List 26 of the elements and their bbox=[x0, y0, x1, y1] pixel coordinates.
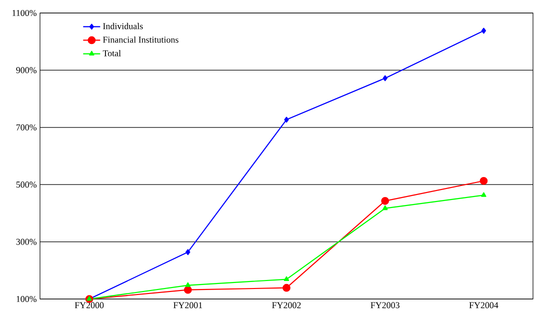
point bbox=[382, 75, 388, 82]
point bbox=[381, 196, 390, 205]
x-tick-label: FY2004 bbox=[469, 302, 498, 308]
y-tick-label: 500% bbox=[16, 182, 37, 188]
y-tick-label: 1100% bbox=[12, 10, 37, 16]
legend-label: Financial Institutions bbox=[102, 36, 178, 43]
x-tick-label: FY2000 bbox=[74, 302, 104, 308]
y-tick-label: 100% bbox=[16, 296, 37, 302]
point bbox=[382, 205, 388, 210]
x-tick-label: FY2003 bbox=[370, 302, 400, 308]
x-tick-label: FY2001 bbox=[173, 302, 202, 308]
point bbox=[282, 284, 290, 292]
point bbox=[186, 249, 190, 256]
point bbox=[480, 176, 488, 185]
x-tick-label: FY2002 bbox=[272, 302, 301, 308]
point bbox=[184, 286, 192, 294]
point bbox=[185, 282, 191, 288]
point bbox=[284, 276, 290, 282]
point bbox=[481, 192, 486, 197]
legend-label: Total bbox=[102, 50, 121, 56]
y-tick-label: 700% bbox=[16, 124, 37, 130]
point bbox=[284, 116, 289, 123]
point bbox=[481, 28, 486, 34]
legend-label: Individuals bbox=[103, 22, 143, 30]
y-tick-label: 300% bbox=[16, 238, 37, 245]
y-tick-label: 900% bbox=[16, 67, 37, 74]
